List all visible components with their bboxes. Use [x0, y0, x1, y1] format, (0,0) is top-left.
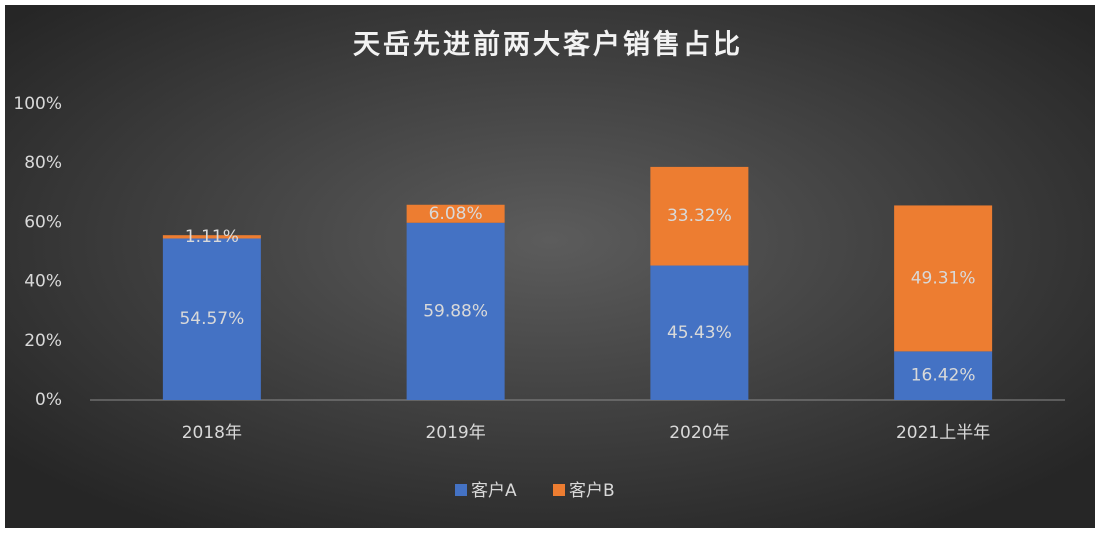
bar-segment: [162, 238, 261, 400]
value-label: 49.31%: [911, 268, 976, 288]
legend-label: 客户A: [471, 481, 517, 501]
y-tick-label: 60%: [24, 212, 62, 232]
legend-swatch: [455, 484, 467, 496]
y-tick-label: 0%: [35, 390, 62, 410]
x-tick-label: 2021上半年: [896, 423, 990, 443]
y-tick-label: 100%: [13, 94, 62, 114]
bar-segment: [894, 205, 993, 352]
value-label: 33.32%: [667, 206, 732, 226]
bar-segment: [162, 235, 261, 239]
bar-segment: [650, 265, 749, 400]
chart-title: 天岳先进前两大客户销售占比: [353, 29, 743, 61]
bar-segment: [650, 166, 749, 266]
y-tick-label: 80%: [24, 153, 62, 173]
legend-label: 客户B: [569, 481, 615, 501]
y-tick-label: 40%: [24, 272, 62, 292]
x-tick-label: 2018年: [182, 423, 242, 443]
value-label: 54.57%: [179, 309, 244, 329]
value-label: 45.43%: [667, 323, 732, 343]
legend-swatch: [553, 484, 565, 496]
value-label: 59.88%: [423, 301, 488, 321]
value-label: 1.11%: [185, 227, 239, 247]
value-label: 6.08%: [429, 204, 483, 224]
bar-segment: [894, 351, 993, 400]
y-tick-label: 20%: [24, 331, 62, 351]
value-label: 16.42%: [911, 366, 976, 386]
bar-segment: [406, 222, 505, 400]
bar-segment: [406, 204, 505, 223]
x-tick-label: 2020年: [669, 423, 729, 443]
x-tick-label: 2019年: [425, 423, 485, 443]
